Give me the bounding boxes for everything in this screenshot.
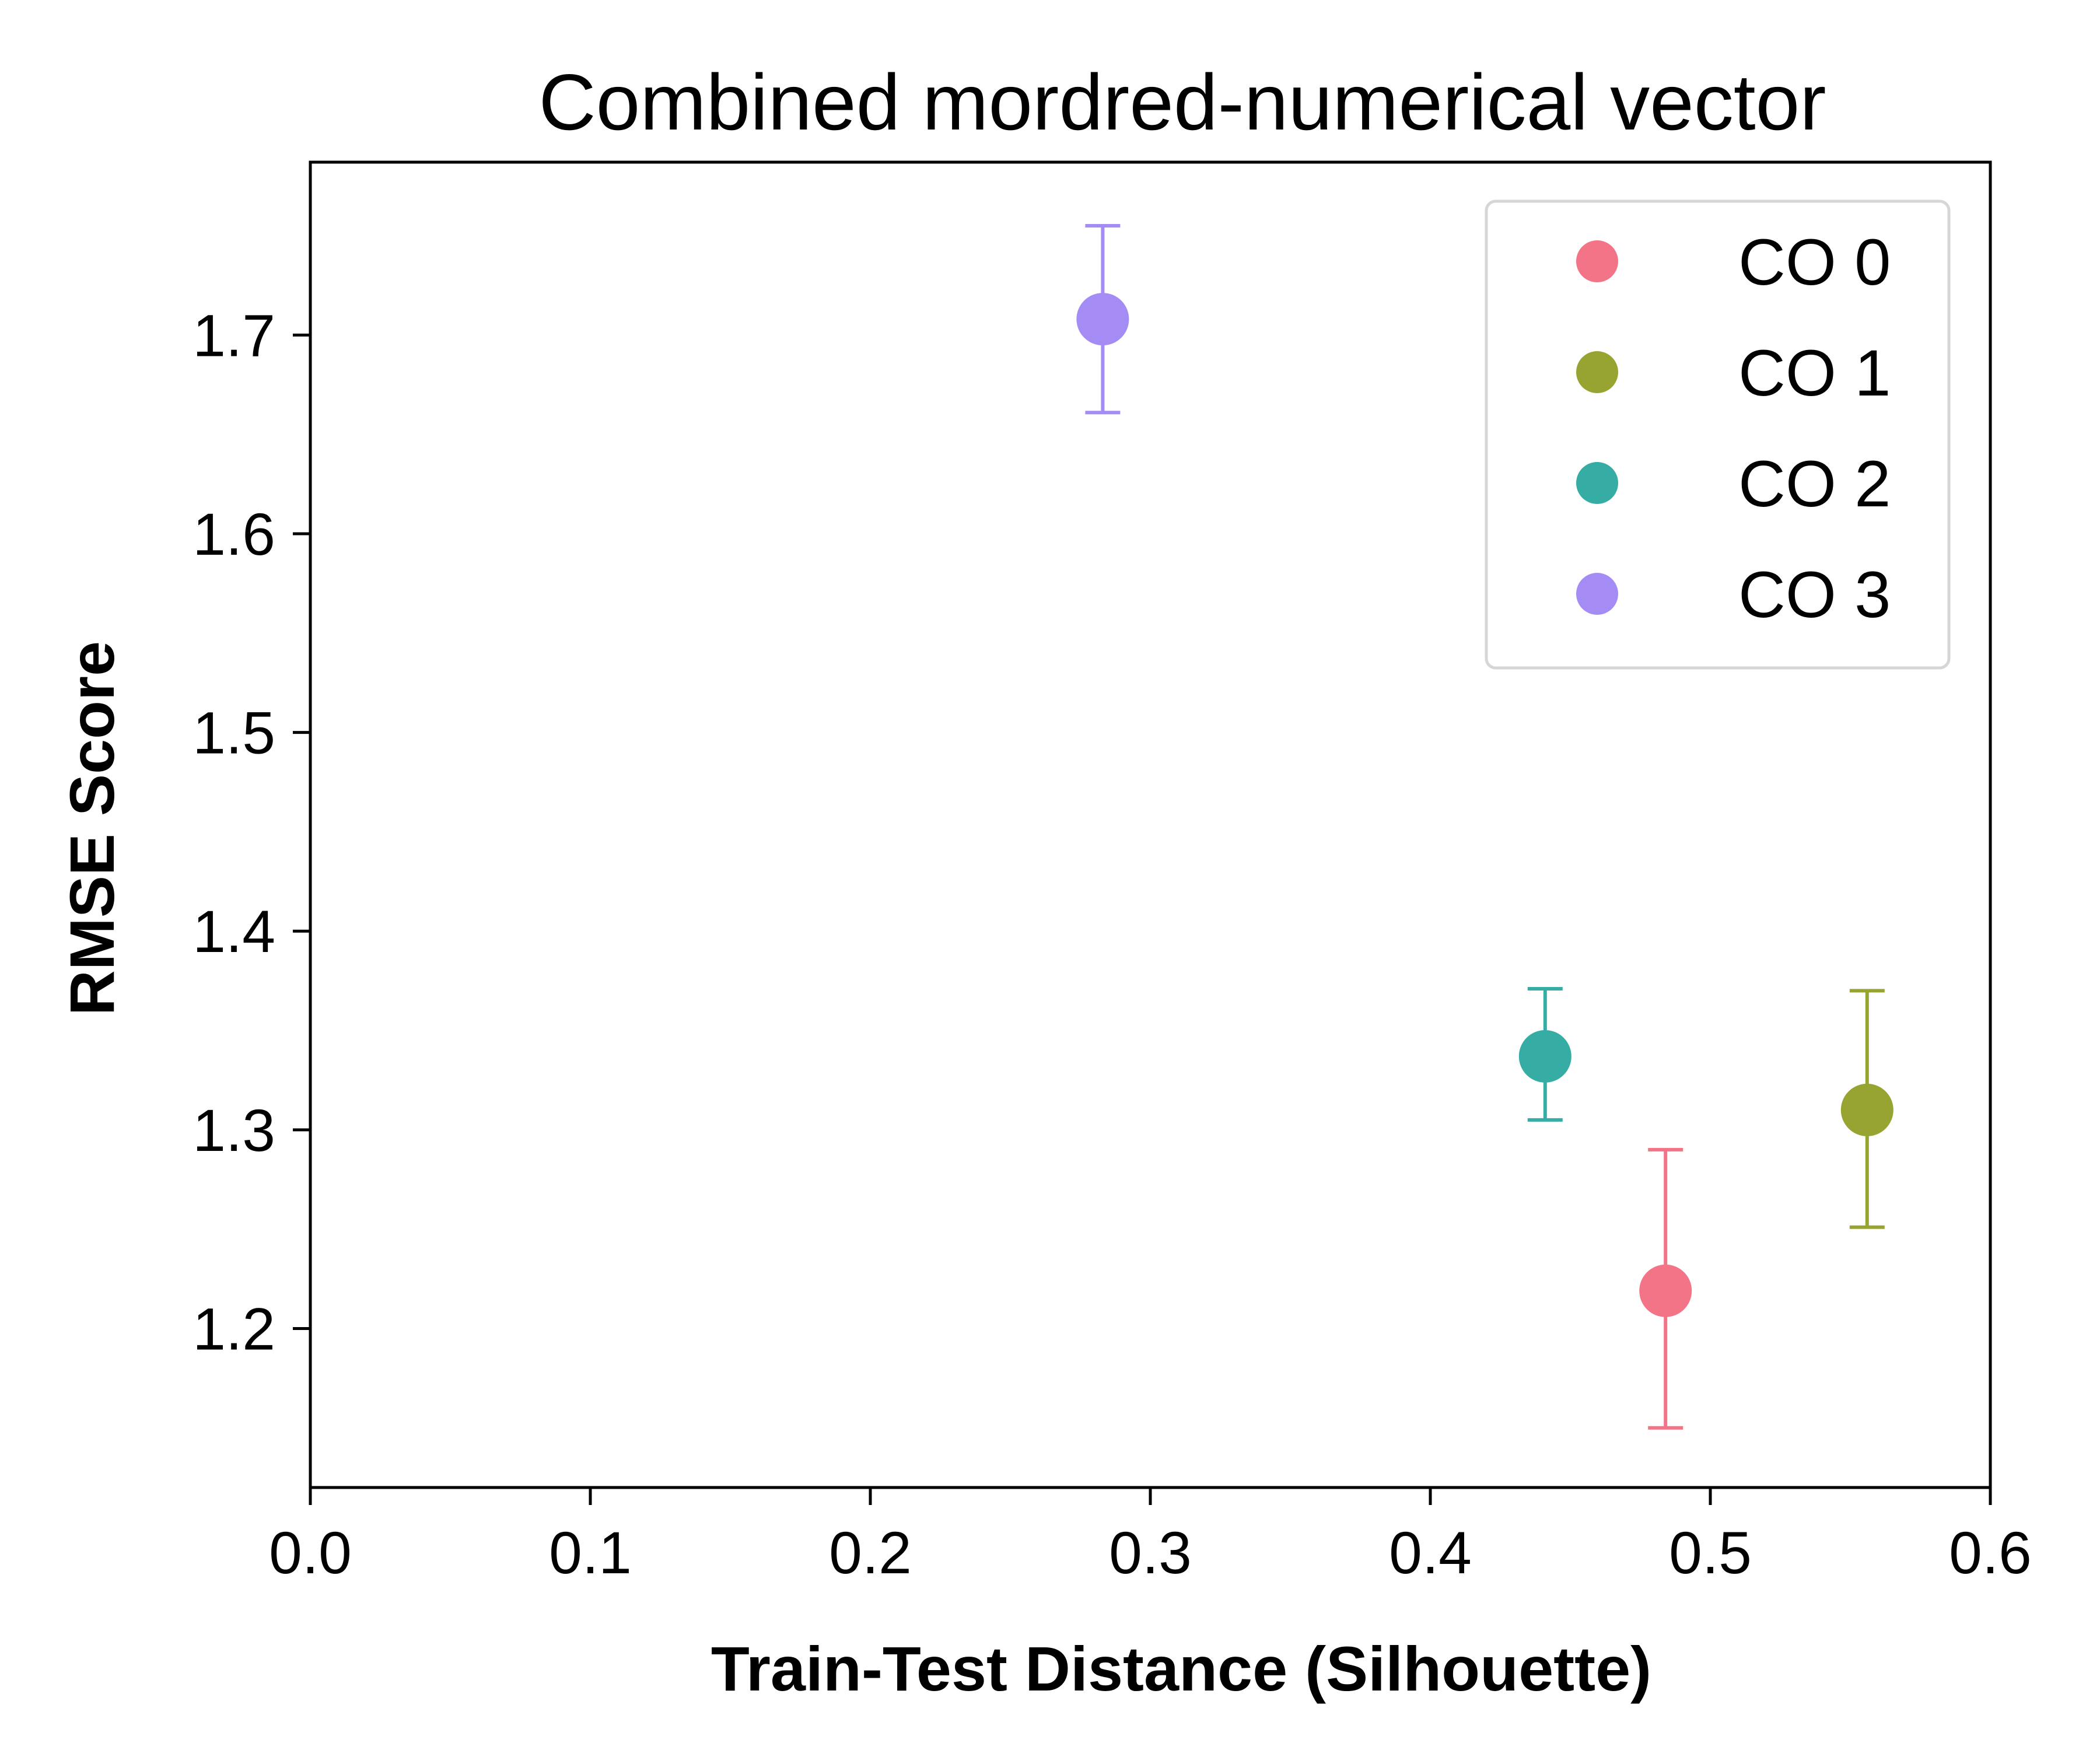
y-axis-label: RMSE Score — [57, 641, 127, 1016]
legend-marker — [1576, 351, 1618, 393]
legend-label: CO 1 — [1738, 337, 1891, 410]
series-co-2 — [1518, 987, 1572, 1122]
series-co-3 — [1076, 224, 1129, 415]
y-tick-label: 1.6 — [192, 501, 275, 568]
legend-label: CO 2 — [1738, 447, 1891, 520]
data-point — [1840, 1083, 1894, 1136]
legend-label: CO 0 — [1738, 226, 1891, 299]
data-point — [1076, 293, 1129, 346]
legend-marker — [1576, 573, 1618, 615]
y-tick-label: 1.3 — [192, 1097, 275, 1164]
y-tick-label: 1.5 — [192, 700, 275, 766]
series-co-1 — [1840, 989, 1894, 1229]
y-tick-label: 1.4 — [192, 898, 275, 965]
x-tick-label: 0.3 — [1109, 1520, 1192, 1586]
data-point — [1639, 1264, 1692, 1317]
legend: CO 0 CO 1 CO 2 CO 3 — [1485, 200, 1951, 670]
legend-marker — [1576, 240, 1618, 282]
series-co-0 — [1639, 1147, 1692, 1430]
x-tick-label: 0.1 — [549, 1520, 632, 1586]
legend-label: CO 3 — [1738, 558, 1891, 631]
legend-box — [1485, 200, 1951, 670]
x-tick-label: 0.6 — [1949, 1520, 2032, 1586]
chart-title: Combined mordred-numerical vector — [538, 58, 1826, 146]
data-point — [1518, 1030, 1572, 1083]
y-tick-label: 1.2 — [192, 1296, 275, 1362]
x-tick-label: 0.2 — [829, 1520, 912, 1586]
legend-marker — [1576, 462, 1618, 504]
x-tick-label: 0.0 — [269, 1520, 352, 1586]
y-tick-label: 1.7 — [192, 302, 275, 369]
x-tick-label: 0.4 — [1389, 1520, 1472, 1586]
x-axis-label: Train-Test Distance (Silhouette) — [711, 1633, 1651, 1704]
x-tick-label: 0.5 — [1669, 1520, 1752, 1586]
